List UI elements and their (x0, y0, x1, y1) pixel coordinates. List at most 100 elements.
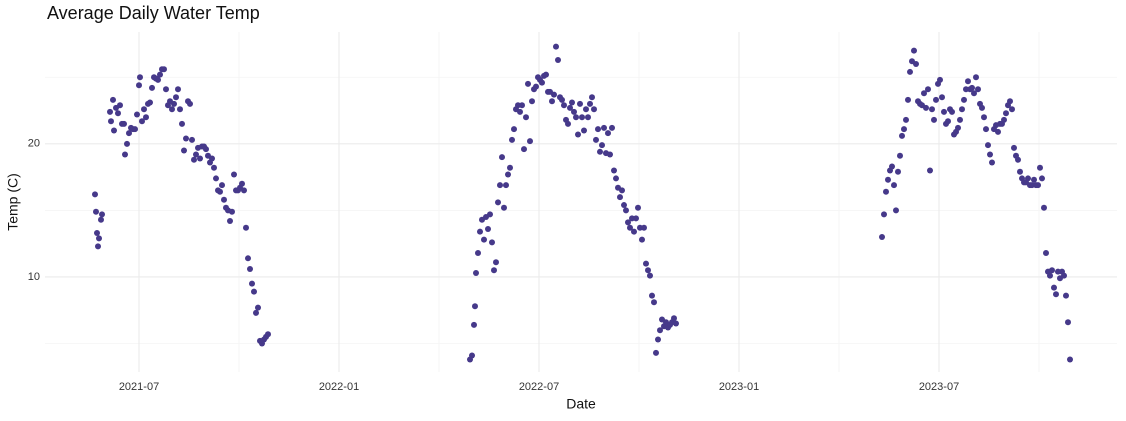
point (157, 71, 163, 78)
point (611, 167, 617, 174)
point (219, 182, 225, 189)
point (995, 128, 1001, 135)
point (989, 159, 995, 166)
y-axis-title: Temp (C) (5, 173, 21, 231)
point (217, 188, 223, 195)
point (93, 208, 99, 215)
point (122, 151, 128, 158)
point (617, 194, 623, 201)
point (657, 327, 663, 334)
point (985, 142, 991, 149)
point (143, 114, 149, 121)
point (899, 132, 905, 139)
point (937, 76, 943, 83)
point (124, 140, 130, 147)
point (1001, 116, 1007, 123)
point (1003, 110, 1009, 117)
point (163, 86, 169, 93)
point (181, 147, 187, 154)
point (99, 211, 105, 218)
point (613, 175, 619, 182)
point (883, 188, 889, 195)
point (893, 207, 899, 214)
point (599, 142, 605, 149)
point (221, 196, 227, 203)
point (597, 148, 603, 155)
point (469, 352, 475, 359)
point (213, 175, 219, 182)
point (1067, 356, 1073, 363)
point (647, 272, 653, 279)
point (957, 116, 963, 123)
point (1053, 291, 1059, 298)
point (931, 116, 937, 123)
point (631, 228, 637, 235)
point (489, 239, 495, 246)
point (1049, 267, 1055, 274)
point (933, 96, 939, 103)
point (527, 138, 533, 145)
point (965, 78, 971, 85)
x-tick-label: 2022-07 (519, 381, 559, 393)
point (605, 130, 611, 137)
point (171, 100, 177, 107)
point (539, 79, 545, 86)
point (139, 118, 145, 125)
point (137, 74, 143, 81)
point (126, 130, 132, 137)
point (585, 114, 591, 121)
point (117, 102, 123, 109)
point (472, 303, 478, 310)
point (169, 106, 175, 113)
point (553, 43, 559, 50)
point (625, 219, 631, 226)
point (619, 187, 625, 194)
point (923, 104, 929, 111)
point (503, 182, 509, 189)
point (481, 236, 487, 243)
point (673, 320, 679, 327)
point (1025, 175, 1031, 182)
point (1041, 204, 1047, 211)
point (229, 208, 235, 215)
point (651, 299, 657, 306)
point (239, 180, 245, 187)
point (559, 96, 565, 103)
point (177, 106, 183, 113)
point (905, 96, 911, 103)
point (925, 86, 931, 93)
point (499, 154, 505, 161)
point (971, 90, 977, 97)
point (653, 349, 659, 356)
point (255, 304, 261, 311)
point (521, 146, 527, 153)
point (1043, 249, 1049, 256)
point (983, 126, 989, 133)
point (110, 96, 116, 103)
point (92, 191, 98, 198)
point (635, 204, 641, 211)
point (569, 99, 575, 106)
point (587, 100, 593, 107)
point (577, 100, 583, 107)
point (1035, 182, 1041, 189)
point (509, 136, 515, 143)
point (1047, 272, 1053, 279)
point (245, 255, 251, 262)
point (903, 116, 909, 123)
point (241, 187, 247, 194)
point (589, 94, 595, 101)
point (565, 120, 571, 127)
point (94, 230, 100, 237)
point (959, 106, 965, 113)
point (187, 100, 193, 107)
point (485, 226, 491, 233)
point (639, 236, 645, 243)
point (929, 106, 935, 113)
point (96, 235, 102, 242)
point (179, 120, 185, 127)
point (533, 83, 539, 90)
point (885, 176, 891, 183)
y-tick-label: 10 (28, 271, 40, 283)
point (1009, 106, 1015, 113)
